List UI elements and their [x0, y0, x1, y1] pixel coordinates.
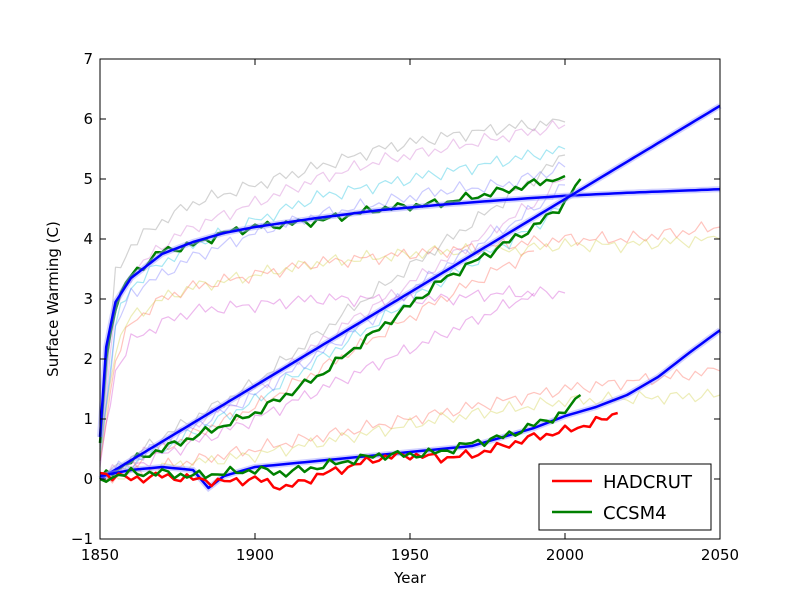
series-line [99, 118, 566, 450]
x-axis-label: Year [393, 569, 427, 587]
y-tick-label: −1 [71, 530, 93, 548]
x-tick-label: 2050 [701, 546, 739, 564]
y-tick-label: 5 [83, 170, 93, 188]
ticks-layer: 1850 1900 1950 2000 2050 −1 0 1 2 3 4 5 6 7 [71, 50, 739, 564]
series-line [99, 388, 721, 481]
trend-line [99, 104, 721, 481]
series-line-ccsm4 [99, 393, 582, 483]
y-tick-label: 4 [83, 230, 93, 248]
series-line [99, 292, 535, 480]
x-tick-label: 1950 [391, 546, 429, 564]
series-line [99, 367, 721, 484]
legend-label-hadcrut: HADCRUT [603, 472, 693, 493]
series-line [99, 154, 566, 480]
series-line [99, 235, 721, 462]
y-tick-label: 1 [83, 410, 93, 428]
trend-line [98, 187, 721, 438]
legend-label-ccsm4: CCSM4 [603, 503, 667, 524]
series-line [99, 145, 566, 462]
legend-box [538, 463, 712, 531]
y-tick-label: 6 [83, 110, 93, 128]
y-axis-label: Surface Warming (C) [44, 221, 62, 377]
y-tick-label: 7 [83, 50, 93, 68]
series-line [98, 178, 582, 480]
y-tick-label: 2 [83, 350, 93, 368]
y-tick-label: 0 [83, 470, 93, 488]
series-line [99, 221, 721, 462]
x-tick-label: 1850 [81, 546, 119, 564]
series-line [99, 120, 566, 450]
series-line [99, 184, 566, 481]
legend: HADCRUT CCSM4 [538, 463, 712, 531]
x-tick-label: 1900 [236, 546, 274, 564]
y-tick-label: 3 [83, 290, 93, 308]
trend-line [99, 329, 721, 490]
series-line [99, 161, 566, 456]
series-line-hadcrut [99, 411, 619, 491]
series-line [99, 202, 566, 480]
series-line [99, 285, 566, 468]
x-tick-label: 2000 [546, 546, 584, 564]
series-layer [97, 103, 722, 493]
